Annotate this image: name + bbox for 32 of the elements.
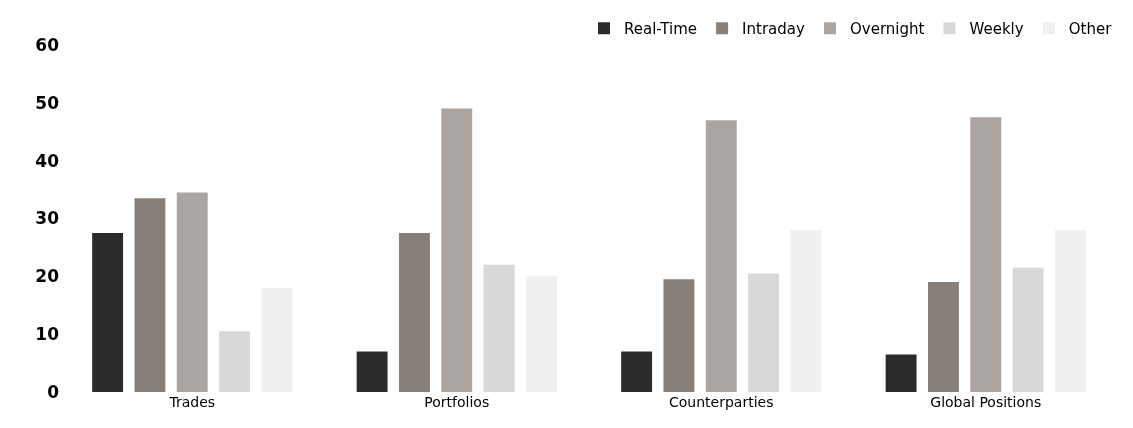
bar (705, 120, 737, 392)
y-tick-label: 40 (35, 150, 60, 171)
x-tick-label: Trades (168, 394, 216, 410)
legend-label: Real-Time (624, 20, 698, 39)
bar (663, 279, 695, 392)
legend-label: Weekly (969, 20, 1024, 39)
bar (219, 331, 251, 392)
bar (748, 273, 780, 392)
bar (176, 192, 208, 392)
x-tick-label: Counterparties (669, 394, 774, 410)
bar (356, 351, 388, 392)
bar (927, 282, 959, 392)
y-tick-label: 20 (35, 266, 60, 287)
y-tick-label: 50 (35, 92, 60, 113)
x-tick-label: Global Positions (930, 394, 1042, 410)
bar (970, 117, 1002, 392)
bar (398, 232, 430, 392)
y-tick-label: 60 (35, 34, 60, 55)
bar (441, 108, 473, 392)
y-tick-label: 10 (35, 324, 60, 345)
legend-label: Intraday (742, 20, 805, 39)
y-tick-label: 0 (47, 381, 60, 402)
y-tick-label: 30 (35, 208, 60, 229)
bar (483, 264, 515, 392)
bar (621, 351, 653, 392)
bar (1012, 267, 1044, 392)
bar (885, 354, 917, 392)
legend-label: Overnight (849, 20, 925, 39)
x-tick-label: Portfolios (424, 394, 490, 410)
legend-label: Other (1068, 20, 1113, 39)
bar (134, 198, 166, 392)
bar (92, 232, 124, 392)
